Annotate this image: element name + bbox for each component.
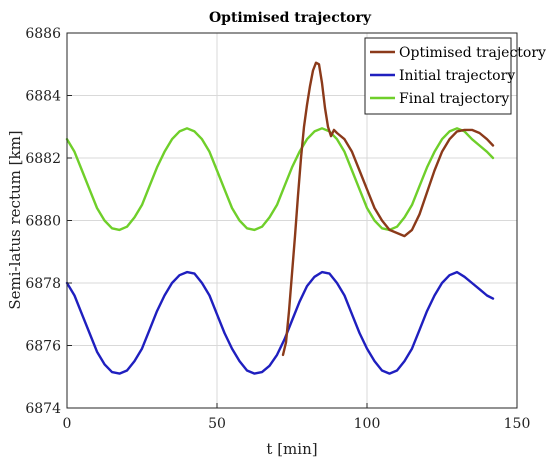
y-tick-label: 6882 — [25, 151, 61, 167]
series-line-initial-trajectory — [65, 270, 495, 375]
legend-label: Final trajectory — [399, 91, 509, 107]
legend: Optimised trajectory Initial trajectory Fi… — [364, 37, 546, 115]
chart-title: Optimised trajectory — [209, 10, 372, 26]
legend-label: Optimised trajectory — [399, 45, 546, 61]
x-tick-label: 100 — [354, 416, 381, 432]
series-layer — [65, 61, 495, 375]
y-tick-label: 6884 — [25, 89, 61, 105]
y-tick-label: 6880 — [25, 214, 61, 230]
legend-label: Initial trajectory — [399, 68, 515, 84]
y-tick-label: 6886 — [25, 26, 61, 42]
y-axis-label: Semi-latus rectum [km] — [6, 130, 24, 309]
y-tick-label: 6874 — [25, 401, 61, 417]
y-tick-label: 6878 — [25, 276, 61, 292]
x-axis-label: t [min] — [266, 440, 317, 458]
tick-layer: 0 50 100 150 6874 6876 6878 6880 6882 6884 6886 — [25, 26, 530, 432]
x-tick-label: 150 — [504, 416, 531, 432]
x-tick-label: 50 — [208, 416, 226, 432]
series-line-optimised-trajectory — [281, 61, 495, 357]
series-line-final-trajectory — [65, 127, 495, 232]
y-tick-label: 6876 — [25, 339, 61, 355]
x-tick-label: 0 — [63, 416, 72, 432]
